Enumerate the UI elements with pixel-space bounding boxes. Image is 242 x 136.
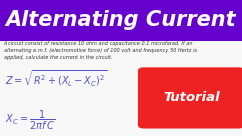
FancyBboxPatch shape bbox=[0, 0, 242, 41]
Text: A circuit consist of resistance 10 ohm and capacitance 0.1 microfarad. If an
alt: A circuit consist of resistance 10 ohm a… bbox=[4, 41, 197, 61]
FancyBboxPatch shape bbox=[138, 67, 242, 129]
Text: Alternating Current: Alternating Current bbox=[6, 10, 236, 30]
Text: Tutorial: Tutorial bbox=[163, 91, 219, 104]
Text: $Z = \sqrt{R^2 + (X_L - X_C)^2}$: $Z = \sqrt{R^2 + (X_L - X_C)^2}$ bbox=[5, 68, 107, 88]
Text: $X_C = \dfrac{1}{2\pi f\, C}$: $X_C = \dfrac{1}{2\pi f\, C}$ bbox=[5, 109, 55, 132]
FancyBboxPatch shape bbox=[0, 41, 242, 136]
